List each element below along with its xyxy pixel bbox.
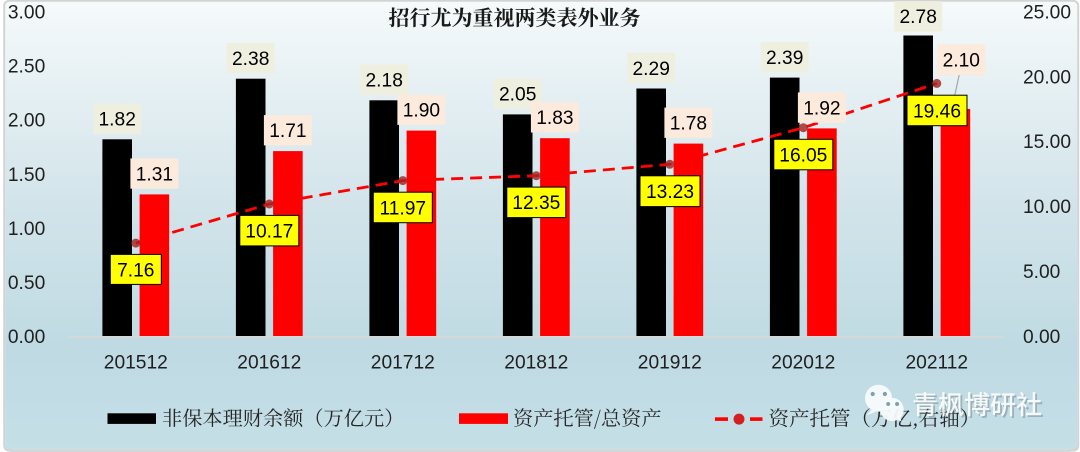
svg-text:10.00: 10.00 (1023, 197, 1071, 218)
svg-text:2.29: 2.29 (633, 59, 670, 80)
svg-text:19.46: 19.46 (913, 101, 961, 122)
svg-text:13.23: 13.23 (646, 182, 694, 203)
svg-text:2.05: 2.05 (499, 85, 536, 106)
svg-text:10.17: 10.17 (245, 222, 293, 243)
svg-text:1.71: 1.71 (269, 121, 306, 142)
svg-text:11.97: 11.97 (380, 198, 427, 219)
svg-text:2.39: 2.39 (766, 48, 803, 69)
svg-text:20.00: 20.00 (1023, 67, 1071, 88)
svg-text:0.50: 0.50 (8, 273, 45, 294)
svg-text:201612: 201612 (237, 352, 301, 373)
svg-text:201812: 201812 (504, 352, 568, 373)
svg-text:2.78: 2.78 (900, 7, 937, 28)
svg-text:25.00: 25.00 (1023, 2, 1071, 23)
svg-text:15.00: 15.00 (1023, 132, 1071, 153)
svg-text:201912: 201912 (638, 352, 702, 373)
svg-text:1.50: 1.50 (8, 165, 45, 186)
svg-text:201712: 201712 (371, 352, 435, 373)
svg-text:7.16: 7.16 (117, 260, 154, 281)
svg-text:202012: 202012 (771, 352, 835, 373)
svg-text:0.00: 0.00 (8, 327, 45, 348)
svg-text:2.00: 2.00 (8, 111, 45, 132)
svg-text:1.82: 1.82 (99, 110, 136, 131)
svg-text:5.00: 5.00 (1023, 262, 1060, 283)
svg-text:1.78: 1.78 (670, 114, 707, 135)
svg-text:202112: 202112 (905, 352, 968, 373)
svg-text:16.05: 16.05 (779, 146, 827, 167)
svg-text:1.00: 1.00 (8, 219, 45, 240)
svg-text:1.90: 1.90 (403, 101, 440, 122)
svg-text:2.38: 2.38 (232, 49, 269, 70)
svg-text:1.31: 1.31 (136, 164, 173, 185)
svg-text:2.50: 2.50 (8, 57, 45, 78)
svg-text:3.00: 3.00 (8, 3, 45, 24)
svg-text:2.18: 2.18 (366, 71, 403, 92)
svg-text:201512: 201512 (104, 352, 168, 373)
svg-text:2.10: 2.10 (943, 51, 980, 72)
svg-text:1.83: 1.83 (536, 108, 573, 129)
svg-text:12.35: 12.35 (512, 193, 560, 214)
svg-text:1.92: 1.92 (803, 98, 840, 119)
svg-text:0.00: 0.00 (1023, 327, 1060, 348)
